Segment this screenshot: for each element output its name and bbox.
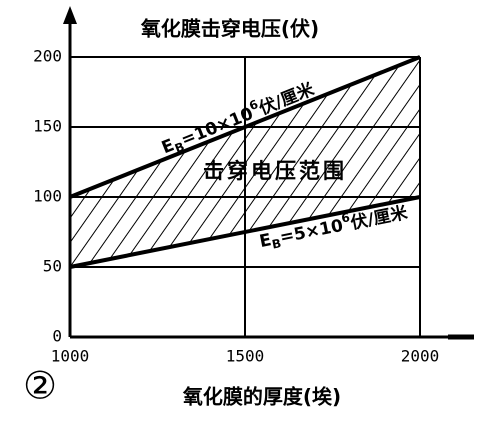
y-tick-label: 50 bbox=[43, 257, 62, 276]
series-label-part: E bbox=[258, 230, 273, 252]
x-axis-title: 氧化膜的厚度(埃) bbox=[182, 385, 341, 409]
chart-title: 氧化膜击穿电压(伏) bbox=[140, 17, 319, 41]
series-label-part: 6 bbox=[340, 210, 351, 225]
x-tick-label: 2000 bbox=[401, 347, 440, 366]
line bbox=[69, 195, 421, 269]
y-tick-label: 100 bbox=[33, 187, 62, 206]
x-tick-label: 1500 bbox=[226, 347, 265, 366]
y-tick-label: 200 bbox=[33, 47, 62, 66]
region-label: 击穿电压范围 bbox=[203, 159, 347, 183]
y-axis-arrow bbox=[63, 6, 77, 24]
x-tick-label: 1000 bbox=[51, 347, 90, 366]
series-label-part: B bbox=[271, 236, 283, 252]
y-tick-label: 150 bbox=[33, 117, 62, 136]
y-tick-label: 0 bbox=[52, 327, 62, 346]
plot-layer bbox=[69, 56, 421, 338]
line bbox=[69, 55, 421, 199]
figure-label: ② bbox=[23, 364, 57, 408]
